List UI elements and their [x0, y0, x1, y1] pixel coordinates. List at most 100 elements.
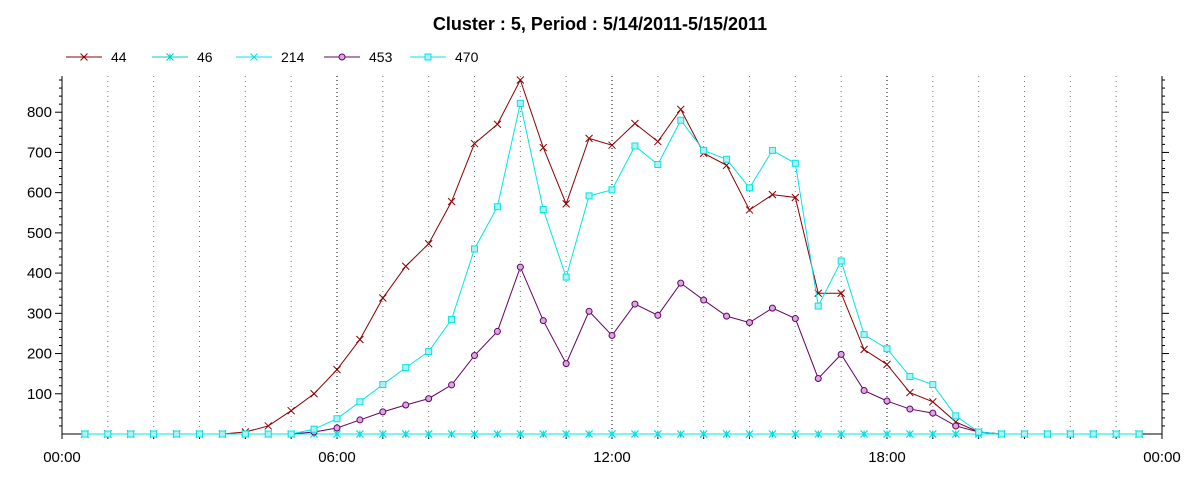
grid — [107, 76, 1117, 434]
data-point-453 — [746, 319, 753, 327]
data-point-214 — [470, 430, 479, 438]
data-point-470 — [333, 415, 341, 423]
data-point-470 — [379, 381, 387, 389]
data-point-470 — [104, 430, 112, 438]
x-tick-labels: 00:00 06:00 12:00 18:00 00:00 — [43, 449, 1181, 466]
data-point-470 — [218, 430, 226, 438]
legend-item-44: 44 — [66, 49, 127, 65]
data-point-470 — [539, 206, 547, 214]
x-tick-label: 00:00 — [43, 449, 81, 466]
data-point-44 — [883, 360, 891, 369]
data-point-44 — [493, 120, 502, 129]
legend-marker — [250, 53, 258, 61]
data-point-214 — [493, 430, 502, 438]
legend-item-453: 453 — [324, 49, 393, 65]
data-point-470 — [425, 348, 433, 356]
y-tick-label: 400 — [27, 265, 52, 282]
data-point-470 — [952, 412, 960, 420]
data-point-470 — [883, 345, 891, 353]
data-point-44 — [791, 193, 800, 202]
x-tick-label: 06:00 — [318, 449, 356, 466]
data-point-44 — [906, 388, 914, 397]
data-point-470 — [448, 315, 456, 323]
data-point-470 — [1112, 430, 1120, 438]
data-point-453 — [379, 408, 387, 416]
data-point-453 — [448, 381, 456, 389]
data-point-470 — [585, 192, 593, 200]
data-point-44 — [653, 137, 662, 146]
series-group — [81, 76, 1143, 438]
data-point-453 — [631, 300, 639, 308]
data-point-453 — [539, 317, 547, 325]
legend-marker — [80, 53, 88, 61]
data-point-453 — [883, 397, 891, 405]
data-point-44 — [287, 406, 296, 415]
data-point-44 — [768, 190, 777, 199]
data-point-214 — [356, 430, 364, 438]
data-point-470 — [1135, 430, 1143, 438]
data-point-470 — [310, 425, 318, 433]
data-point-214 — [424, 430, 433, 438]
data-point-453 — [768, 304, 776, 312]
data-point-44 — [378, 294, 387, 302]
y-tick-label: 500 — [27, 225, 52, 242]
data-point-44 — [470, 139, 479, 148]
data-point-214 — [928, 430, 937, 438]
legend-item-46: 46 — [152, 49, 213, 65]
data-point-214 — [906, 430, 914, 438]
data-point-214 — [401, 430, 410, 438]
data-point-453 — [814, 374, 822, 382]
data-point-453 — [402, 401, 410, 409]
data-point-44 — [356, 335, 364, 344]
legend-label: 46 — [197, 49, 213, 65]
y-tick-label: 700 — [27, 144, 52, 161]
data-point-44 — [837, 289, 846, 298]
data-point-470 — [471, 245, 478, 253]
y-tick-label: 300 — [27, 305, 52, 322]
data-point-44 — [745, 206, 754, 214]
data-point-453 — [608, 331, 616, 339]
data-point-44 — [539, 143, 548, 152]
data-point-470 — [608, 186, 616, 194]
data-point-214 — [699, 430, 708, 438]
data-point-470 — [860, 331, 868, 339]
data-point-470 — [127, 430, 135, 438]
data-point-214 — [447, 430, 456, 438]
legend: 44 46 214 453 470 — [66, 49, 479, 65]
data-point-214 — [378, 430, 387, 438]
data-point-44 — [585, 134, 593, 143]
legend-label: 470 — [455, 49, 479, 65]
data-point-214 — [722, 430, 731, 438]
data-point-214 — [653, 430, 662, 438]
data-point-44 — [310, 389, 318, 398]
data-point-470 — [264, 430, 272, 438]
data-point-470 — [768, 146, 776, 154]
data-point-214 — [837, 430, 846, 438]
data-point-470 — [1043, 430, 1051, 438]
data-point-44 — [860, 345, 868, 354]
data-point-214 — [791, 430, 800, 438]
data-point-44 — [424, 239, 433, 248]
data-point-214 — [333, 430, 341, 438]
data-point-470 — [998, 430, 1006, 438]
data-point-214 — [883, 430, 891, 438]
legend-item-470: 470 — [410, 49, 479, 65]
legend-label: 44 — [111, 49, 127, 65]
data-point-214 — [860, 430, 868, 438]
data-point-453 — [723, 312, 731, 320]
legend-label: 214 — [281, 49, 305, 65]
data-point-44 — [676, 105, 685, 114]
data-point-44 — [333, 365, 341, 374]
data-point-470 — [906, 372, 914, 380]
legend-marker — [338, 53, 346, 61]
data-point-470 — [677, 116, 685, 124]
data-point-453 — [562, 360, 570, 368]
data-point-470 — [975, 428, 983, 436]
data-point-470 — [1066, 430, 1074, 438]
data-point-470 — [173, 430, 181, 438]
data-point-453 — [333, 424, 341, 432]
data-point-453 — [493, 327, 501, 335]
data-point-44 — [562, 200, 571, 208]
data-point-470 — [81, 430, 89, 438]
